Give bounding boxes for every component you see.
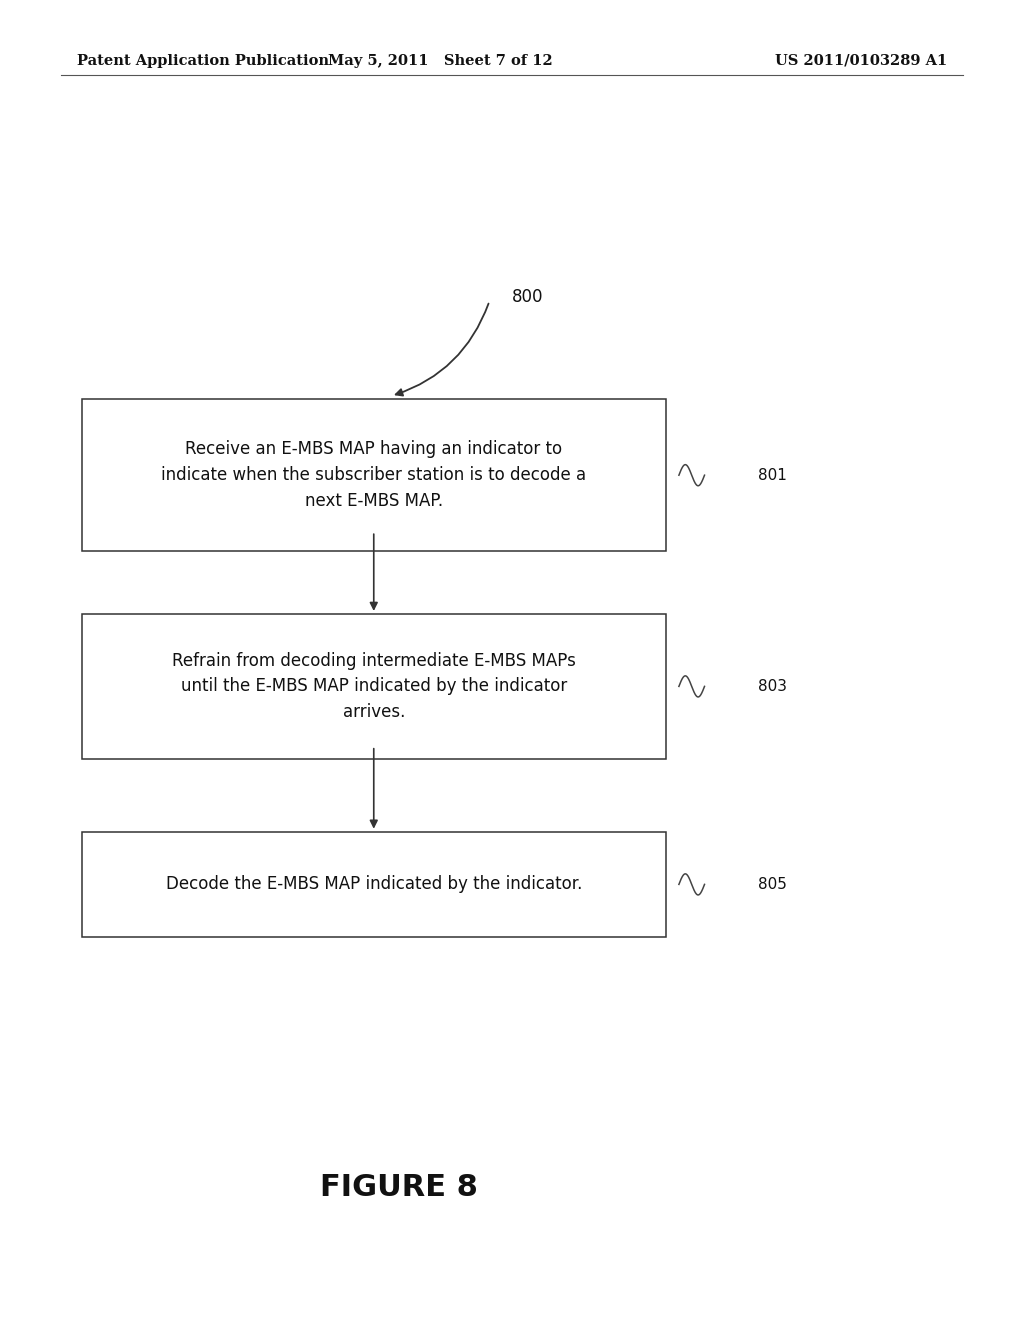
Text: US 2011/0103289 A1: US 2011/0103289 A1 — [775, 54, 947, 67]
Text: FIGURE 8: FIGURE 8 — [321, 1173, 478, 1203]
Bar — [82, 832, 666, 937]
Bar — [82, 400, 666, 552]
Bar — [82, 614, 666, 759]
Text: May 5, 2011   Sheet 7 of 12: May 5, 2011 Sheet 7 of 12 — [328, 54, 553, 67]
Text: 801: 801 — [758, 467, 786, 483]
Text: Refrain from decoding intermediate E-MBS MAPs
until the E-MBS MAP indicated by t: Refrain from decoding intermediate E-MBS… — [172, 652, 575, 721]
Text: 803: 803 — [758, 678, 786, 694]
Text: Receive an E-MBS MAP having an indicator to
indicate when the subscriber station: Receive an E-MBS MAP having an indicator… — [161, 441, 587, 510]
Text: 805: 805 — [758, 876, 786, 892]
Text: Patent Application Publication: Patent Application Publication — [77, 54, 329, 67]
Text: Decode the E-MBS MAP indicated by the indicator.: Decode the E-MBS MAP indicated by the in… — [166, 875, 582, 894]
Text: 800: 800 — [512, 288, 544, 306]
